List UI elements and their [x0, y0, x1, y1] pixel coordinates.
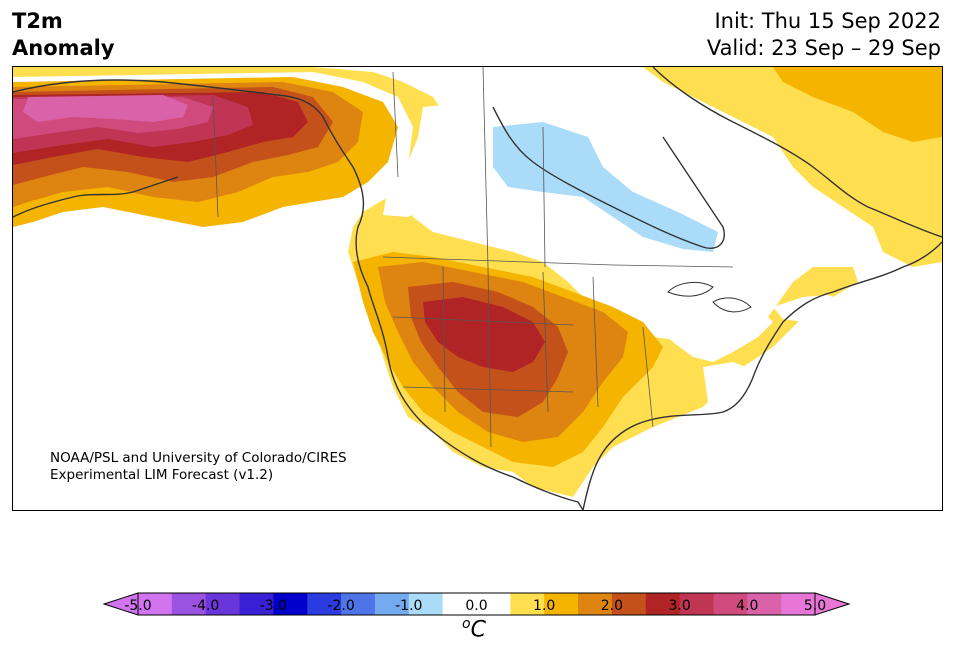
- colorbar-tick-label: 5.0: [803, 598, 827, 614]
- colorbar-swatch: [341, 593, 376, 615]
- credit-line-2: Experimental LIM Forecast (v1.2): [50, 467, 274, 483]
- colorbar-swatch: [374, 593, 410, 615]
- anomaly-lightblue-hudson: [493, 122, 718, 252]
- colorbar-swatch: [713, 593, 748, 615]
- colorbar-tick-label: -5.0: [124, 598, 152, 614]
- colorbar-swatch: [510, 593, 545, 615]
- anomaly-white-patch-greatlakes: [773, 295, 848, 322]
- date-info: Init: Thu 15 Sep 2022 Valid: 23 Sep – 29…: [707, 8, 941, 62]
- anomaly-pink-alaska: [23, 95, 188, 122]
- colorbar-swatch: [747, 593, 782, 615]
- colorbar-unit: oC: [462, 616, 486, 642]
- colorbar-tick-label: -2.0: [327, 598, 355, 614]
- title-line-2: Anomaly: [12, 36, 115, 60]
- init-date: Init: Thu 15 Sep 2022: [714, 9, 941, 33]
- colorbar-swatch: [476, 593, 511, 615]
- colorbar-swatch: [679, 593, 714, 615]
- colorbar-swatch: [408, 593, 444, 615]
- colorbar-frame: [137, 592, 816, 616]
- anomaly-white-patch-midwest: [593, 267, 773, 362]
- chart-title: T2m Anomaly: [12, 8, 115, 62]
- credit-text: NOAA/PSL and University of Colorado/CIRE…: [50, 450, 347, 484]
- colorbar-tick-label: 1.0: [533, 598, 556, 614]
- colorbar-tick-label: 2.0: [600, 598, 624, 614]
- anomaly-map: [13, 67, 942, 510]
- colorbar-tick-label: -4.0: [192, 598, 220, 614]
- colorbar-swatch: [578, 593, 613, 615]
- map-panel: NOAA/PSL and University of Colorado/CIRE…: [12, 66, 943, 511]
- colorbar-swatch: [138, 593, 173, 615]
- colorbar-swatch: [171, 593, 207, 615]
- credit-line-1: NOAA/PSL and University of Colorado/CIRE…: [50, 450, 347, 466]
- colorbar-swatch: [273, 593, 308, 615]
- state-borders: [212, 67, 734, 448]
- colorbar-tick-label: 3.0: [668, 598, 691, 614]
- colorbar-swatch: [544, 593, 579, 615]
- anomaly-red-west: [423, 297, 545, 372]
- colorbar-swatch: [781, 593, 816, 615]
- colorbar-swatch: [205, 593, 241, 615]
- anomaly-white-patch-southeast: [703, 362, 758, 419]
- valid-range: Valid: 23 Sep – 29 Sep: [706, 36, 941, 60]
- colorbar-tick-label: -3.0: [259, 598, 288, 614]
- colorbar-swatch: [239, 593, 274, 615]
- colorbar-ticks: -5.0 -4.0 -3.0 -2.0 -1.0 0.0 1.0 2.0 3.0 4.0 5.0: [0, 598, 953, 618]
- anomaly-white-patch-north: [383, 102, 488, 217]
- colorbar-tick-label: 0.0: [465, 598, 488, 614]
- great-lakes: [667, 281, 752, 313]
- unit-letter: C: [470, 617, 486, 643]
- colorbar-swatch: [442, 593, 477, 615]
- colorbar-swatch: [307, 593, 342, 615]
- colorbar-tick-label: -1.0: [395, 598, 423, 614]
- title-line-1: T2m: [12, 9, 63, 33]
- colorbar-swatch: [611, 593, 647, 615]
- unit-degree: o: [462, 616, 471, 632]
- anomaly-gold-ne: [773, 67, 942, 142]
- colorbar-tick-label: 4.0: [736, 598, 759, 614]
- colorbar: [102, 592, 851, 616]
- colorbar-swatch: [645, 593, 681, 615]
- coastline: [13, 67, 942, 510]
